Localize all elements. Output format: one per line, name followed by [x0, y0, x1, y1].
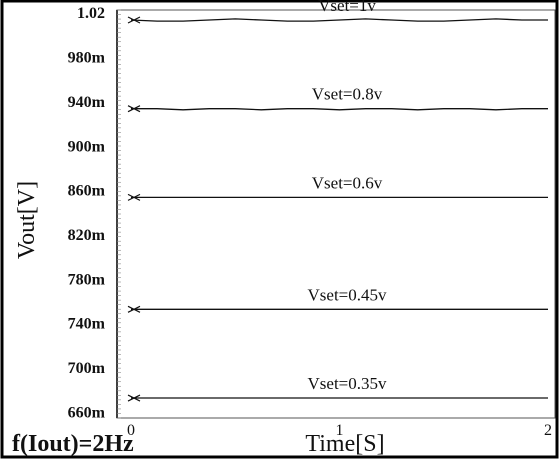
series-annotation: Vset=0.8v: [312, 85, 383, 104]
y-tick-label: 820m: [68, 227, 106, 244]
y-minor-ticks: [117, 9, 121, 419]
series-group: [127, 16, 548, 402]
x-tick-label: 1: [336, 422, 344, 439]
y-tick-label: 740m: [68, 316, 106, 333]
y-tick-label: 980m: [68, 50, 106, 67]
y-tick-label: 700m: [68, 360, 106, 377]
y-tick-label: 660m: [68, 404, 106, 421]
series-start-marker: [127, 193, 141, 201]
y-tick-label: 1.02: [77, 5, 105, 22]
y-tick-label: 900m: [68, 138, 106, 155]
series-start-marker: [127, 105, 141, 113]
series-start-marker: [127, 394, 141, 402]
frequency-footnote: f(Iout)=2Hz: [12, 431, 134, 457]
x-tick-labels: 0 1 2: [127, 422, 552, 439]
y-tick-label: 940m: [68, 94, 106, 111]
x-tick-label: 0: [127, 422, 135, 439]
y-tick-label: 780m: [68, 271, 106, 288]
series-start-marker: [127, 16, 141, 24]
series-start-marker: [127, 305, 141, 313]
series-annotation: Vset=1v: [318, 0, 376, 15]
series-annotation: Vset=0.45v: [308, 285, 387, 304]
y-axis-label: Vout[V]: [14, 181, 40, 259]
series-line: [130, 18, 548, 22]
annotation-group: Vset=1v Vset=0.8v Vset=0.6v Vset=0.45v Vset=…: [308, 0, 387, 393]
series-line: [131, 108, 548, 111]
series-annotation: Vset=0.35v: [308, 374, 387, 393]
x-axis-label: Time[S]: [305, 431, 384, 457]
y-tick-label: 860m: [68, 183, 106, 200]
y-tick-labels: 1.02 980m 940m 900m 860m 820m 780m 740m 700m 660m: [68, 5, 106, 421]
series-annotation: Vset=0.6v: [312, 173, 383, 192]
x-tick-label: 2: [544, 422, 552, 439]
